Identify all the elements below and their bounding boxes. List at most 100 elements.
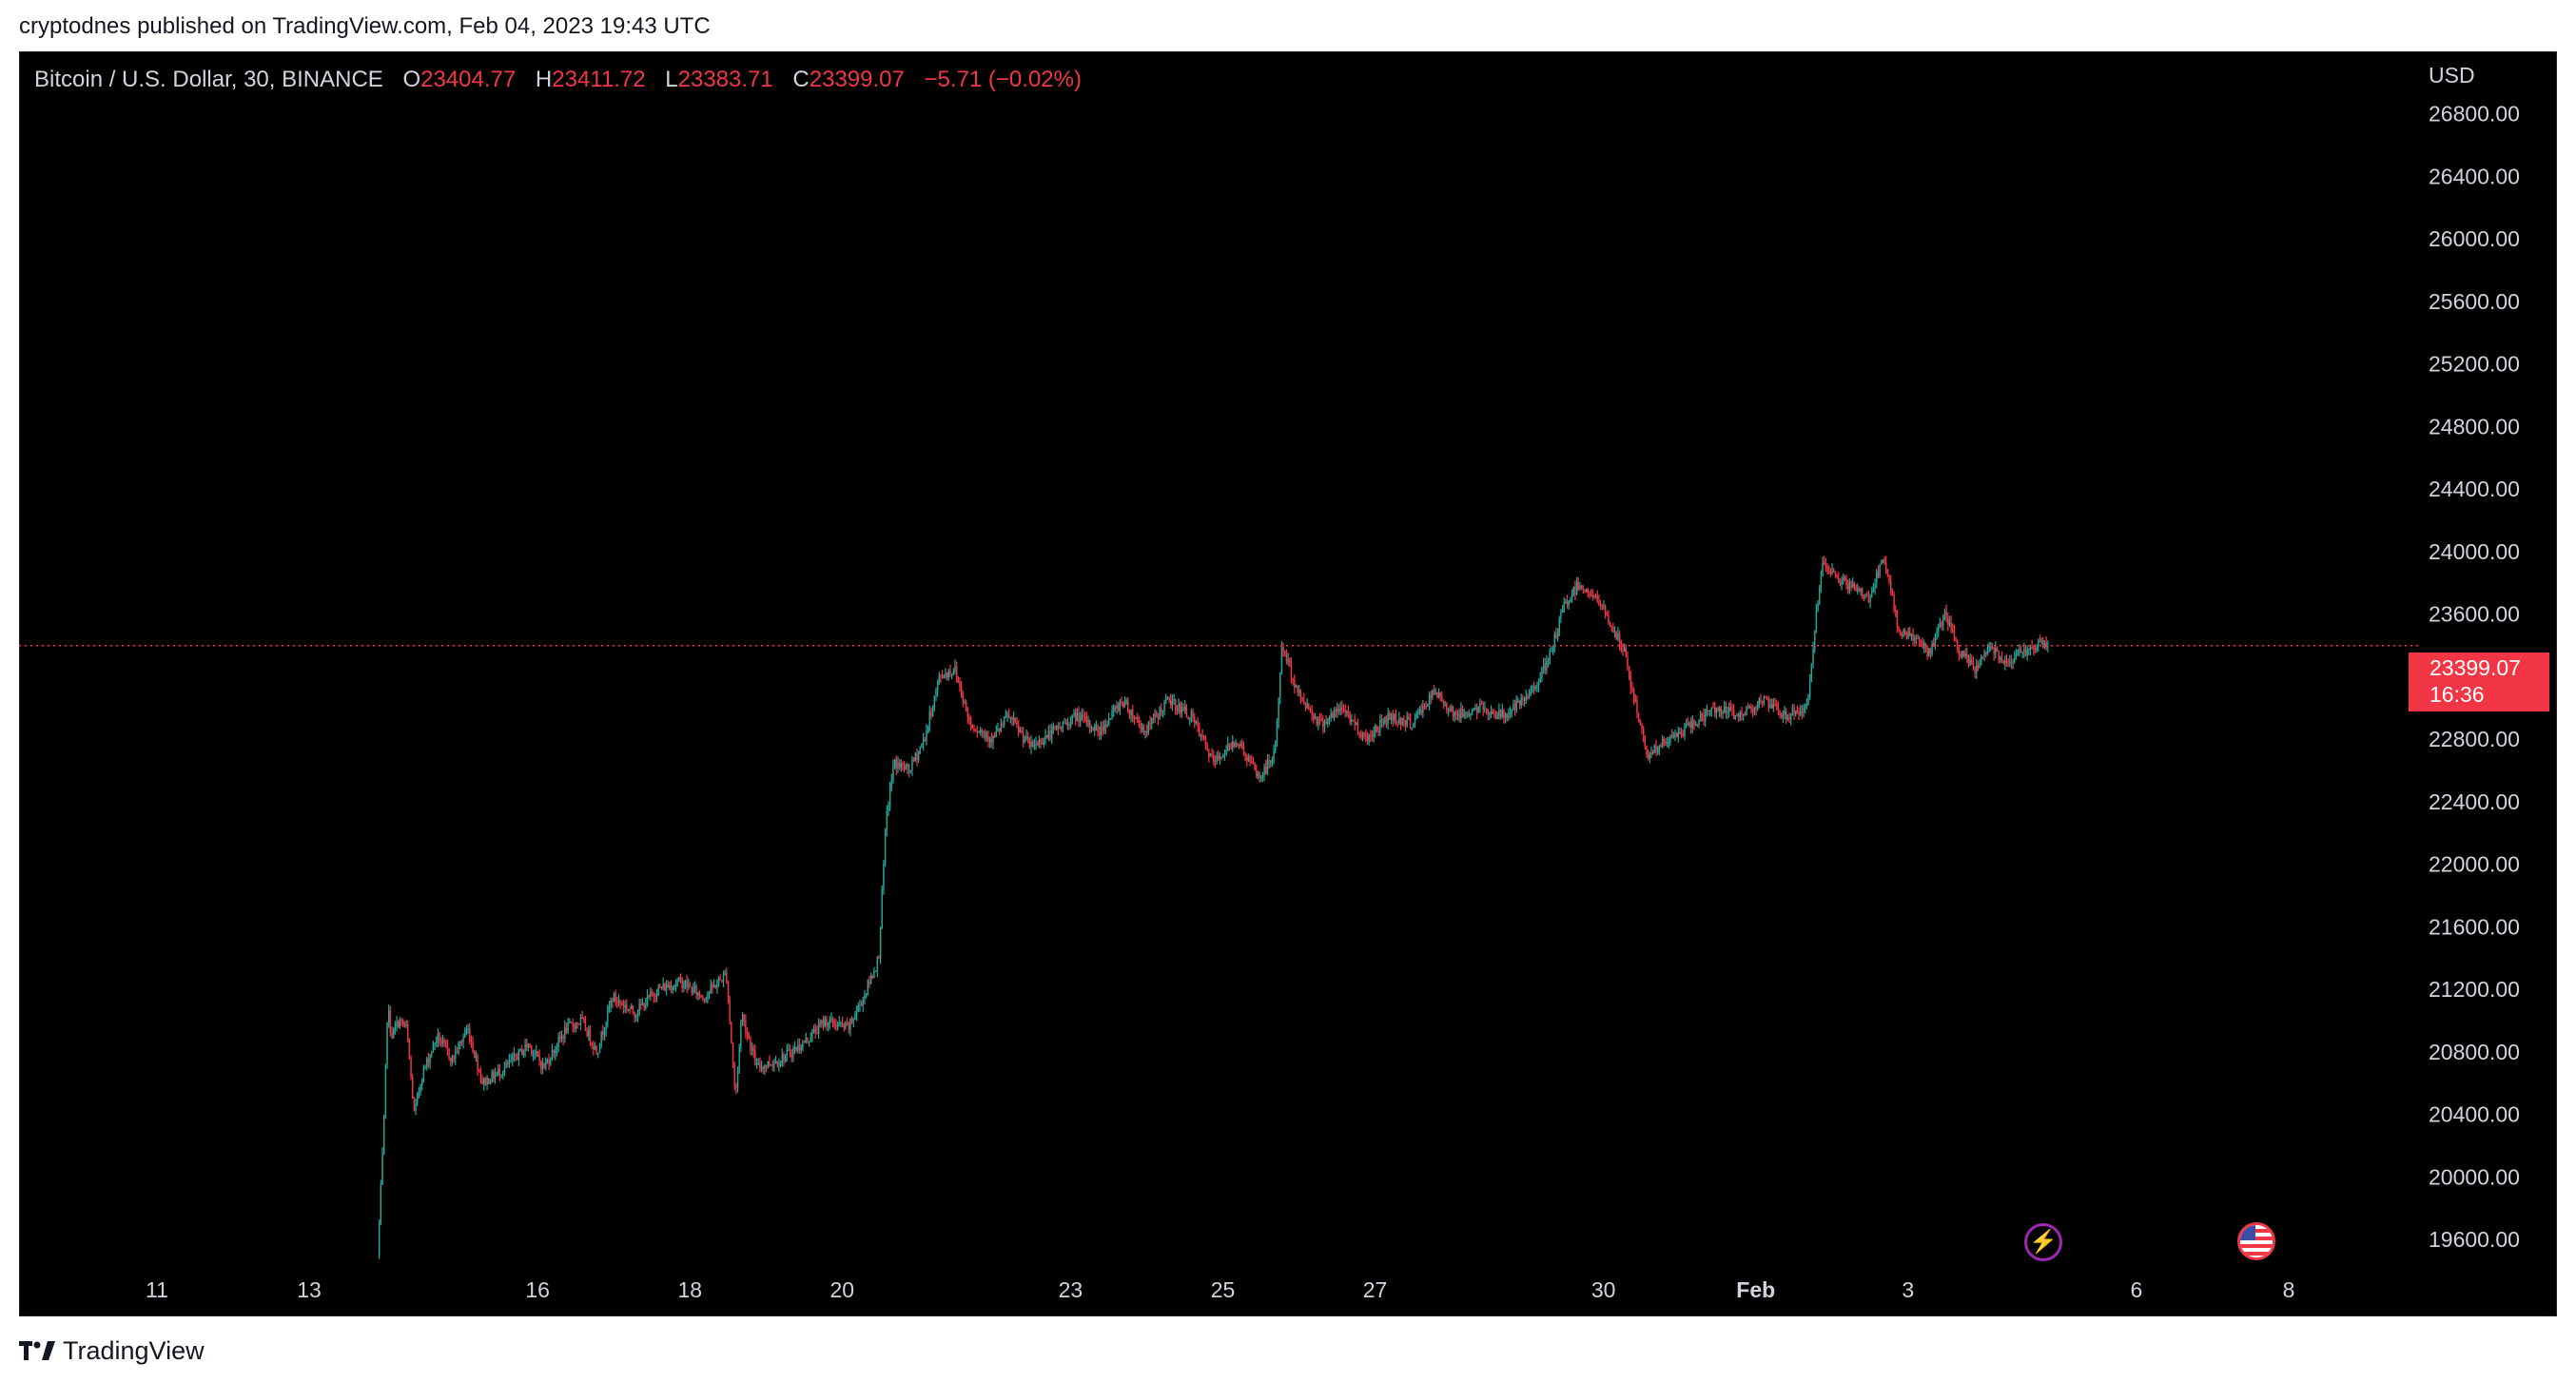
candle-body: [557, 1037, 559, 1048]
candle-body: [1314, 716, 1317, 719]
candle-body: [532, 1053, 535, 1055]
tradingview-brand[interactable]: TradingView: [19, 1335, 205, 1366]
candle-body: [971, 724, 974, 729]
candle-body: [1628, 666, 1630, 676]
candle-body: [1239, 743, 1241, 747]
candle-body: [774, 1061, 777, 1063]
candle-body: [1204, 738, 1207, 746]
candle-body: [427, 1059, 430, 1063]
y-tick-13: 21200.00: [2429, 977, 2520, 1002]
chart-pane[interactable]: [19, 51, 2557, 1316]
candle-body: [698, 991, 701, 996]
candle-body: [648, 995, 650, 997]
candle-body: [1523, 698, 1526, 701]
candle-body: [1844, 577, 1846, 579]
candle-body: [1451, 706, 1453, 711]
candle-body: [716, 984, 718, 988]
candle-body: [1092, 727, 1094, 731]
candle-body: [976, 730, 979, 732]
candle-body: [1173, 698, 1175, 702]
candle-body: [1006, 713, 1008, 717]
candle-body: [767, 1062, 769, 1067]
candle-body: [1360, 734, 1362, 738]
candle-body: [1376, 725, 1378, 731]
candle-body: [1618, 633, 1621, 646]
candle-body: [1534, 688, 1536, 690]
candle-body: [754, 1051, 756, 1065]
candle-body: [2002, 661, 2004, 664]
x-tick-8: 30: [1591, 1277, 1616, 1302]
candle-body: [727, 982, 730, 1001]
candle-body: [1914, 638, 1916, 640]
candle-body: [1060, 727, 1063, 729]
candle-body: [1986, 650, 1989, 654]
candle-body: [1713, 708, 1716, 713]
candle-body: [1354, 719, 1356, 725]
candle-body: [1718, 708, 1721, 711]
candle-body: [691, 986, 693, 993]
candle-body: [1059, 727, 1061, 730]
candle-body: [1365, 733, 1367, 736]
candle-body: [1883, 559, 1885, 563]
candle-body: [703, 998, 706, 1001]
candle-body: [1385, 716, 1388, 724]
candle-body: [1936, 631, 1938, 634]
candle-body: [1688, 722, 1690, 726]
candle-body: [448, 1049, 450, 1059]
candle-body: [670, 985, 673, 991]
candle-body: [1527, 695, 1529, 698]
candle-body: [1551, 650, 1554, 652]
candle-body: [1871, 592, 1873, 597]
candle-body: [1663, 739, 1666, 741]
candle-body: [1182, 707, 1184, 711]
candle-body: [1466, 712, 1469, 716]
candle-body: [1900, 631, 1902, 635]
candle-body: [545, 1062, 547, 1068]
us-flag-icon[interactable]: [2237, 1222, 2275, 1260]
candle-body: [888, 787, 891, 807]
candle-body: [393, 1028, 395, 1039]
candle-body: [1833, 570, 1835, 573]
candle-body: [1698, 720, 1700, 726]
candle-body: [1012, 718, 1015, 720]
candle-body: [930, 711, 932, 716]
candle-body: [1957, 641, 1959, 649]
candle-body: [890, 780, 892, 788]
symbol-title[interactable]: Bitcoin / U.S. Dollar, 30, BINANCE: [34, 67, 383, 92]
candle-body: [984, 731, 986, 737]
candle-body: [488, 1078, 490, 1084]
candle-body: [1674, 733, 1676, 738]
candle-body: [1344, 709, 1346, 713]
candle-body: [865, 993, 868, 995]
candle-body: [1069, 717, 1072, 727]
candle-body: [646, 995, 649, 1004]
candle-body: [1104, 725, 1107, 728]
currency-label[interactable]: USD: [2429, 63, 2475, 88]
candle-body: [1615, 632, 1617, 640]
candle-body: [1062, 723, 1064, 729]
candle-body: [1304, 702, 1307, 710]
candle-body: [781, 1054, 783, 1062]
brand-name: TradingView: [63, 1335, 205, 1365]
candle-body: [408, 1040, 411, 1060]
candle-body: [2042, 640, 2044, 648]
candle-body: [1612, 627, 1614, 633]
lightning-icon[interactable]: ⚡: [2024, 1223, 2062, 1261]
symbol-legend[interactable]: Bitcoin / U.S. Dollar, 30, BINANCE O2340…: [34, 67, 1082, 93]
candle-body: [2005, 660, 2008, 663]
candle-body: [1996, 648, 1999, 652]
candle-body: [2020, 648, 2022, 653]
candle-body: [1747, 707, 1749, 709]
candle-body: [1862, 588, 1864, 596]
candle-body: [2031, 646, 2033, 648]
candle-body: [1103, 725, 1105, 731]
candle-body: [1311, 709, 1313, 715]
candle-body: [1920, 641, 1922, 643]
candle-body: [479, 1070, 482, 1081]
candle-body: [1623, 648, 1626, 653]
chart-canvas[interactable]: 26800.00 26400.00 26000.00 25600.00 25200.00…: [19, 51, 2557, 1316]
candle-body: [602, 1031, 604, 1035]
candle-body: [1853, 584, 1856, 587]
candle-body: [1765, 696, 1766, 699]
candle-body: [714, 984, 716, 988]
